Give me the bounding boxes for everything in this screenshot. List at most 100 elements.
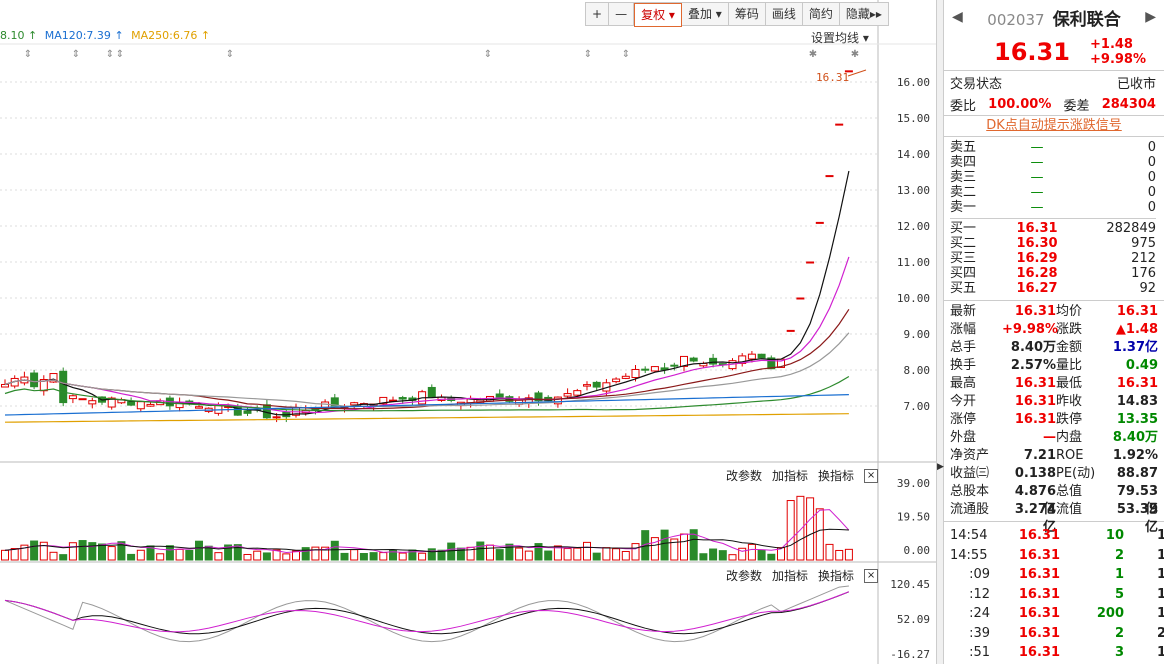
- weibi-label: 委比: [950, 98, 977, 114]
- quote-value: 88.87: [1116, 466, 1158, 481]
- add-indicator-button[interactable]: 加指标: [772, 569, 809, 583]
- collapse-arrow-icon[interactable]: ▶: [937, 462, 944, 472]
- volume-bar: [369, 552, 378, 561]
- quote-value: 53.39亿: [1116, 502, 1158, 535]
- volume-bar: [20, 544, 29, 561]
- tick-row: :39 16.31 2 2: [944, 624, 1164, 644]
- edit-params-button[interactable]: 改参数: [726, 469, 763, 483]
- overlay-label: 叠加: [687, 7, 712, 21]
- sell-order-row: 卖一 —0: [950, 200, 1156, 215]
- volume-bar: [282, 553, 291, 561]
- tick-vol: 10: [1105, 528, 1124, 543]
- candle-body: [88, 400, 97, 405]
- overlay-button[interactable]: 叠加 ▾: [682, 3, 729, 25]
- tick-count: 1: [1156, 528, 1164, 543]
- volume-bar: [515, 547, 524, 561]
- ma-legend: 8.10 ↑ MA120:7.39 ↑ MA250:6.76 ↑: [0, 29, 210, 42]
- candle-body: [844, 70, 853, 73]
- zoom-out-button[interactable]: —: [609, 3, 635, 25]
- buy-order-row: 买五 16.27 92: [950, 281, 1156, 296]
- volume-bar: [825, 543, 834, 561]
- candle-body: [815, 221, 824, 224]
- sell-orders: 卖五 —0 卖四 —0 卖三 —0 卖二 —0 卖一 —0: [944, 137, 1164, 215]
- quote-row: 最新 16.31 均价 16.31: [944, 303, 1164, 321]
- tick-count: 1: [1156, 645, 1164, 660]
- tick-vol: 200: [1096, 606, 1124, 621]
- volume-bar: [505, 543, 514, 561]
- draw-line-button[interactable]: 画线: [766, 3, 803, 25]
- quote-label: 涨跌: [1056, 322, 1083, 337]
- edit-params-button[interactable]: 改参数: [726, 569, 763, 583]
- tick-time: :12: [969, 586, 990, 602]
- volume-bar: [224, 544, 233, 561]
- candle-body: [806, 261, 815, 264]
- quote-label: 涨幅: [950, 322, 977, 337]
- chips-button[interactable]: 筹码: [729, 3, 766, 25]
- candle-body: [709, 357, 718, 365]
- volume-bar: [650, 537, 659, 561]
- candle-body: [146, 403, 155, 407]
- candle-body: [650, 366, 659, 372]
- quote-label: 最高: [950, 376, 977, 391]
- add-indicator-button[interactable]: 加指标: [772, 469, 809, 483]
- candle-body: [495, 393, 504, 398]
- quote-label: 今开: [950, 394, 977, 409]
- fuquan-button[interactable]: 复权 ▾: [634, 3, 682, 27]
- volume-bar: [777, 547, 785, 561]
- tick-time: :09: [969, 567, 990, 582]
- volume-bar: [844, 548, 853, 561]
- trade-status-value: 已收市: [1116, 76, 1156, 92]
- volume-bar: [398, 552, 407, 561]
- volume-bar: [340, 552, 349, 561]
- volume-bar: [292, 550, 300, 561]
- volume-bar: [670, 538, 679, 561]
- price-tick-label: 8.00: [904, 364, 931, 377]
- hide-button[interactable]: 隐藏▸▸: [840, 3, 888, 25]
- weibi-row: 委比 100.00% 委差 284304: [944, 93, 1164, 115]
- candle-body: [427, 386, 436, 398]
- simple-mode-button[interactable]: 简约: [803, 3, 840, 25]
- panel-divider[interactable]: [936, 0, 944, 664]
- kline-chart-area[interactable]: 16.00 15.00 14.00 13.00 12.00 11.00 10.00 9.00 8…: [0, 0, 936, 664]
- kline-chart-svg[interactable]: 16.00 15.00 14.00 13.00 12.00 11.00 10.00 9.00 8…: [0, 0, 936, 664]
- switch-indicator-button[interactable]: 换指标: [818, 569, 855, 583]
- last-price-label: 16.31: [816, 71, 849, 84]
- volume-bar: [427, 548, 436, 561]
- candle-body: [195, 406, 203, 409]
- tick-price: 16.31: [1018, 625, 1060, 641]
- tick-time: :51: [969, 645, 990, 660]
- hide-label: 隐藏: [845, 7, 870, 21]
- ma-settings-button[interactable]: 设置均线 ▾: [811, 31, 869, 45]
- quote-label: 内盘: [1056, 430, 1083, 445]
- volume-bar: [573, 547, 582, 561]
- tick-row: 14:54 16.31 10 1: [944, 526, 1164, 546]
- ma-legend-item: MA120:7.39 ↑: [44, 29, 124, 42]
- volume-bar: [612, 548, 621, 561]
- close-icon[interactable]: ×: [864, 468, 879, 483]
- zoom-in-button[interactable]: +: [586, 3, 610, 25]
- next-stock-icon[interactable]: ▶: [1145, 9, 1156, 25]
- volume-bar: [379, 552, 388, 561]
- indicator-d-line: [4, 591, 850, 635]
- dk-signal-link[interactable]: DK点自动提示涨跌信号: [986, 118, 1122, 133]
- price-tick-label: 12.00: [897, 220, 930, 233]
- tick-count: 1: [1156, 606, 1164, 621]
- tick-list[interactable]: 14:54 16.31 10 1 14:55 16.31 2 1:09 16.31 1 1:12 16…: [944, 522, 1164, 663]
- quote-value: 8.40万: [1010, 340, 1056, 355]
- volume-bar: [534, 543, 543, 561]
- weicha-label: 委差: [1063, 98, 1090, 114]
- event-marker-icon: ✱: [851, 49, 859, 60]
- close-icon[interactable]: ×: [864, 568, 879, 583]
- volume-bar: [699, 553, 708, 561]
- quote-label: 最新: [950, 304, 977, 319]
- volume-bar: [680, 533, 688, 561]
- quote-label: 净资产: [950, 448, 990, 463]
- prev-stock-icon[interactable]: ◀: [952, 9, 963, 25]
- candle-body: [78, 398, 87, 401]
- volume-bar: [418, 552, 427, 561]
- quote-value: 1.37亿: [1112, 340, 1158, 355]
- quote-row: 总股本 4.876亿 总值 79.53亿: [944, 483, 1164, 517]
- switch-indicator-button[interactable]: 换指标: [818, 469, 855, 483]
- candle-body: [59, 370, 68, 404]
- quote-row: 流通股 3.274亿 流值 53.39亿: [944, 501, 1164, 535]
